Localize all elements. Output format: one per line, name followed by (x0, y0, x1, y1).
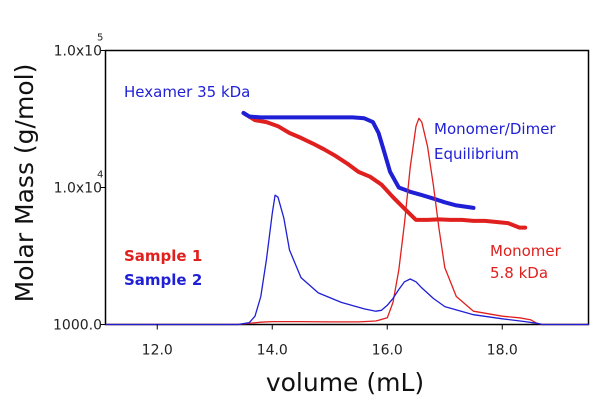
annotation-hexamer-line-1: Hexamer 35 kDa (124, 83, 250, 101)
x-tick-label: 16.0 (372, 343, 403, 359)
annotation-monomer-line-2: 5.8 kDa (490, 264, 548, 282)
annotation-monomer-dimer-line-2: Equilibrium (434, 145, 519, 163)
x-tick-label: 14.0 (257, 343, 288, 359)
series-layer (104, 111, 590, 326)
molar-mass-line-sample-1 (241, 111, 528, 230)
annotation-monomer-line-1: Monomer (490, 242, 562, 260)
y-tick-exponent: 5 (97, 33, 103, 44)
annotation-hexamer: Hexamer 35 kDa (124, 83, 250, 101)
x-tick-label: 12.0 (142, 343, 173, 359)
y-tick-exponent: 4 (97, 170, 103, 181)
legend-entry-sample-2: Sample 2 (124, 271, 202, 289)
y-axis-title: Molar Mass (g/mol) (10, 64, 39, 303)
y-tick-label: 1000.0 (53, 318, 102, 334)
molar-mass-line-sample-2 (241, 111, 476, 210)
detector-trace-line-sample-1 (104, 117, 590, 326)
annotation-monomer-dimer: Monomer/Dimer Equilibrium (434, 120, 560, 163)
annotation-monomer-dimer-line-1: Monomer/Dimer (434, 120, 556, 138)
x-tick-label: 18.0 (487, 343, 518, 359)
annotation-monomer: Monomer 5.8 kDa (490, 242, 566, 282)
x-axis-title: volume (mL) (266, 368, 424, 397)
y-tick-label: 1.0x10 (54, 44, 102, 60)
detector-trace-line-sample-2 (104, 194, 590, 326)
legend-entry-sample-1: Sample 1 (124, 247, 202, 265)
y-tick-label: 1.0x10 (54, 181, 102, 197)
